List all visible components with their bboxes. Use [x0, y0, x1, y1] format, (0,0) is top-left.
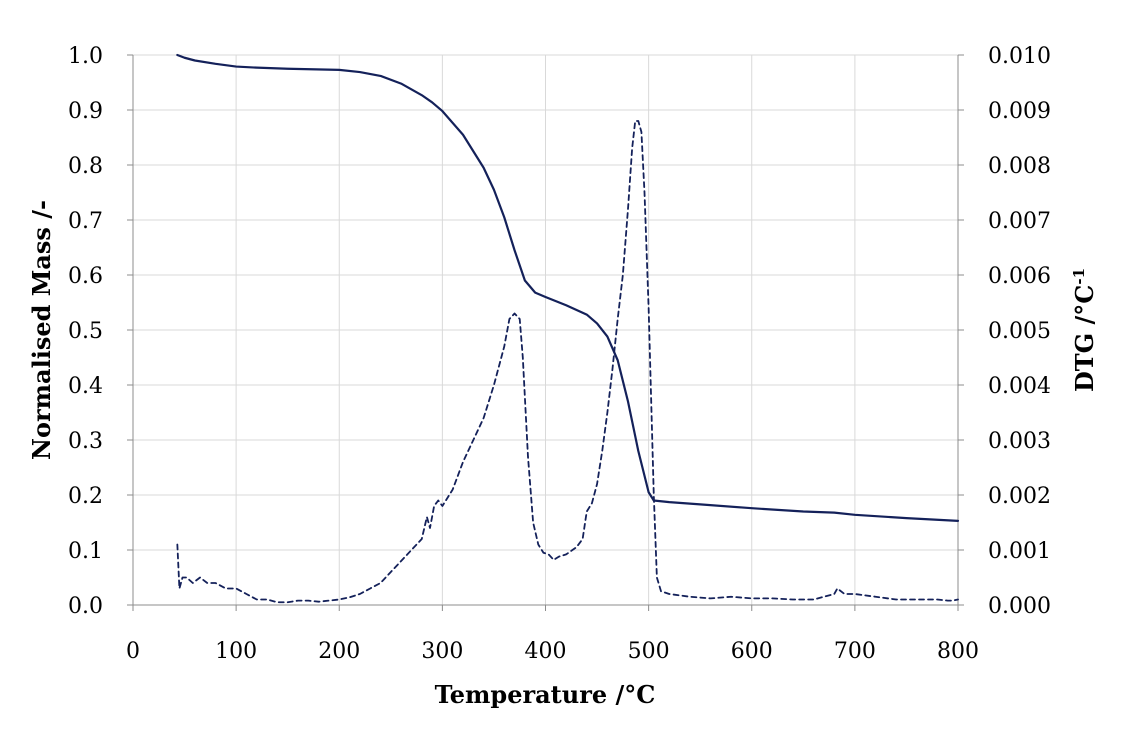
y2-axis-title: DTG /°C-1: [1070, 268, 1099, 392]
y2-tick-label: 0.007: [988, 209, 1051, 234]
x-tick-label: 600: [731, 639, 773, 664]
x-tick-label: 500: [628, 639, 670, 664]
y-tick-label: 0.7: [68, 209, 103, 234]
y-tick-label: 0.2: [68, 484, 103, 509]
tick-labels: 0 100 200 300 400 500 600 700 800 0.0 0.1 0.2 0.3 0.4…: [68, 44, 1051, 664]
gridlines: [133, 54, 958, 605]
axes: [127, 54, 964, 611]
y-axis-title: Normalised Mass /-: [27, 200, 56, 460]
x-tick-label: 200: [318, 639, 360, 664]
x-tick-label: 0: [126, 639, 140, 664]
x-tick-label: 700: [834, 639, 876, 664]
y2-tick-label: 0.003: [988, 429, 1051, 454]
y2-tick-label: 0.002: [988, 484, 1051, 509]
series: [176, 53, 960, 604]
mass-series-line: [176, 53, 960, 522]
y2-tick-label: 0.004: [988, 374, 1051, 399]
x-tick-label: 300: [421, 639, 463, 664]
y2-tick-label: 0.001: [988, 539, 1051, 564]
y2-tick-label: 0.008: [988, 154, 1051, 179]
x-tick-label: 100: [215, 639, 257, 664]
y2-tick-label: 0.009: [988, 99, 1051, 124]
y-tick-label: 1.0: [68, 44, 103, 69]
y-tick-label: 0.6: [68, 264, 103, 289]
y2-tick-label: 0.010: [988, 44, 1051, 69]
y-tick-label: 0.4: [68, 374, 103, 399]
y2-tick-label: 0.005: [988, 319, 1051, 344]
y2-axis-title-main: DTG /°C: [1070, 285, 1099, 392]
y2-tick-label: 0.000: [988, 594, 1051, 619]
y-tick-label: 0.0: [68, 594, 103, 619]
y-tick-label: 0.1: [68, 539, 103, 564]
y-tick-label: 0.5: [68, 319, 103, 344]
x-tick-label: 400: [525, 639, 567, 664]
y2-tick-label: 0.006: [988, 264, 1051, 289]
y-tick-label: 0.9: [68, 99, 103, 124]
y-tick-label: 0.3: [68, 429, 103, 454]
y2-axis-title-sup: -1: [1070, 268, 1088, 285]
y-tick-label: 0.8: [68, 154, 103, 179]
dtg-series-line: [176, 120, 959, 604]
x-tick-label: 800: [937, 639, 979, 664]
x-axis-title: Temperature /°C: [435, 680, 656, 709]
